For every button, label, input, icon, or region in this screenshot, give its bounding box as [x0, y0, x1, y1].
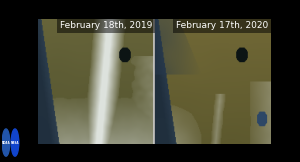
Text: February 18th, 2019: February 18th, 2019	[60, 21, 152, 30]
Text: NASA: NASA	[11, 141, 19, 145]
Text: NOAA: NOAA	[2, 141, 10, 145]
Circle shape	[2, 129, 10, 156]
Text: February 17th, 2020: February 17th, 2020	[176, 21, 268, 30]
Circle shape	[11, 129, 19, 156]
